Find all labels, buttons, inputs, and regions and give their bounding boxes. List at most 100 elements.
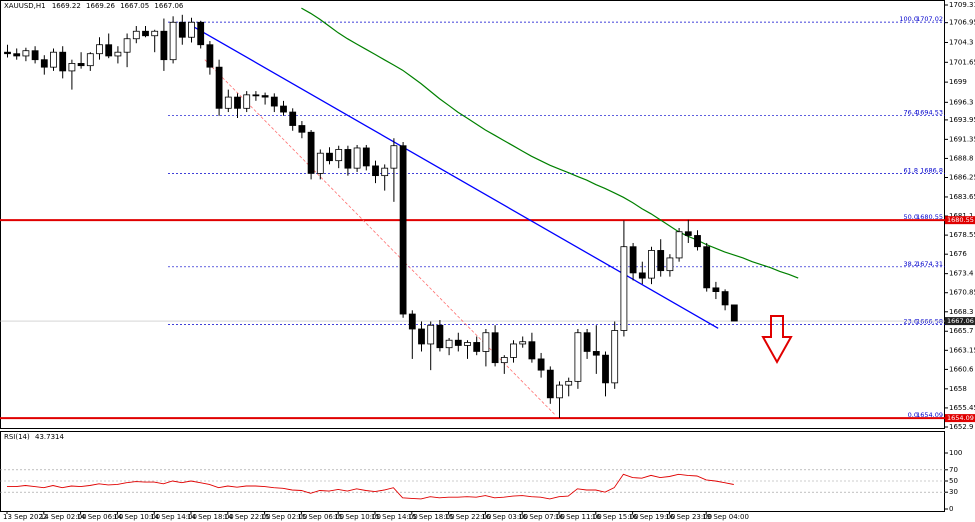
price-tag — [945, 216, 975, 225]
y-tick-label: 1706.95 — [949, 19, 975, 27]
fib-price: 1680.55 — [916, 213, 943, 221]
candle-body — [142, 30, 149, 37]
candle-body — [528, 341, 536, 360]
x-tick-label: 14 Sep 10:00 — [113, 513, 160, 521]
candle-body — [13, 53, 21, 57]
x-tick-label: 14 Sep 22:00 — [224, 513, 271, 521]
rsi-name: RSI(14) — [4, 433, 30, 441]
y-tick-label: 1701.65 — [949, 58, 975, 66]
fib-level: 61.8 — [904, 166, 918, 174]
x-tick-label: 14 Sep 06:00 — [77, 513, 124, 521]
low-value: 1667.05 — [120, 2, 149, 10]
x-tick-label: 14 Sep 14:00 — [150, 513, 197, 521]
x-tick-label: 15 Sep 22:00 — [445, 513, 492, 521]
candle-body — [123, 38, 131, 53]
candle-body — [86, 53, 94, 67]
candle-body — [611, 330, 619, 384]
x-tick-label: 16 Sep 11:00 — [555, 513, 602, 521]
candle-body — [68, 63, 76, 72]
fib-level: 0.0 — [908, 411, 918, 419]
candle-body — [436, 324, 444, 349]
candle-body — [169, 21, 177, 61]
y-tick-label: 1655.45 — [949, 404, 975, 412]
x-tick-label: 15 Sep 06:00 — [297, 513, 344, 521]
y-tick-label: 1668.3 — [949, 308, 974, 316]
candle-body — [77, 63, 85, 67]
candle-body — [335, 149, 343, 162]
rsi-tick-label: 30 — [949, 488, 958, 496]
candle-body — [114, 51, 122, 57]
rsi-tick-label: 70 — [949, 466, 958, 474]
open-value: 1669.22 — [52, 2, 81, 10]
candle-body — [620, 246, 628, 331]
candle-body — [556, 384, 563, 399]
candle-body — [408, 313, 416, 330]
candle-body — [252, 94, 260, 97]
candle-body — [537, 358, 545, 371]
symbol: XAUUSD,H1 — [4, 2, 46, 10]
candle-body — [565, 380, 573, 386]
rsi-line — [7, 473, 734, 500]
fib-price: 1686.8 — [920, 166, 943, 174]
candle-body — [326, 152, 333, 162]
candle-body — [510, 343, 517, 358]
candle-body — [151, 30, 159, 37]
candle-body — [390, 145, 398, 169]
candle-body — [684, 231, 692, 236]
y-tick-label: 1709.31 — [949, 1, 975, 9]
y-tick-label: 1673.4 — [949, 270, 974, 278]
fib-level: 23.6 — [904, 318, 918, 326]
x-tick-label: 19 Sep 04:00 — [702, 513, 749, 521]
x-tick-label: 14 Sep 18:00 — [187, 513, 234, 521]
x-tick-label: 15 Sep 10:00 — [334, 513, 381, 521]
candle-body — [234, 96, 241, 109]
candle-body — [721, 291, 729, 306]
y-tick-label: 1678.55 — [949, 231, 975, 239]
main-panel — [0, 0, 945, 429]
x-tick-label: 16 Sep 23:00 — [665, 513, 712, 521]
candle-body — [206, 44, 214, 68]
candle-body — [454, 339, 462, 346]
candle-body — [31, 50, 39, 61]
fib-level: 38.2 — [904, 260, 918, 268]
fib-level: 76.4 — [904, 109, 918, 117]
fib-price: 1674.31 — [916, 260, 943, 268]
y-tick-label: 1686.25 — [949, 174, 975, 182]
x-tick-label: 16 Sep 03:00 — [481, 513, 528, 521]
candle-body — [464, 342, 471, 346]
moving-average — [301, 7, 799, 279]
candle-body — [96, 44, 103, 55]
candle-body — [648, 250, 655, 279]
candle-body — [132, 30, 140, 40]
y-tick-label: 1681.1 — [949, 212, 974, 220]
y-tick-label: 1663.15 — [949, 346, 975, 354]
close-value: 1667.06 — [154, 2, 183, 10]
candle-body — [546, 369, 554, 399]
candle-body — [638, 272, 646, 279]
candle-body — [675, 231, 683, 259]
candle-body — [473, 342, 481, 352]
candle-body — [583, 332, 591, 352]
x-tick-label: 16 Sep 07:00 — [518, 513, 565, 521]
x-tick-label: 15 Sep 02:00 — [261, 513, 308, 521]
y-tick-label: 1699 — [949, 78, 967, 86]
candle-body — [592, 351, 600, 356]
candle-body — [519, 341, 527, 345]
candle-body — [197, 21, 205, 46]
candle-body — [427, 324, 435, 345]
trend-line — [190, 24, 719, 329]
y-tick-label: 1691.35 — [949, 135, 975, 143]
candle-body — [703, 246, 711, 289]
candle-body — [445, 339, 453, 349]
candle-body — [289, 111, 297, 126]
candle-body — [298, 125, 306, 133]
candle-body — [657, 250, 665, 272]
y-tick-label: 1696.3 — [949, 98, 974, 106]
candle-body — [307, 131, 315, 174]
candle-body — [629, 246, 637, 274]
price-tag — [945, 317, 975, 326]
candle-body — [270, 96, 278, 107]
candle-body — [105, 44, 113, 57]
candle-body — [730, 304, 738, 322]
